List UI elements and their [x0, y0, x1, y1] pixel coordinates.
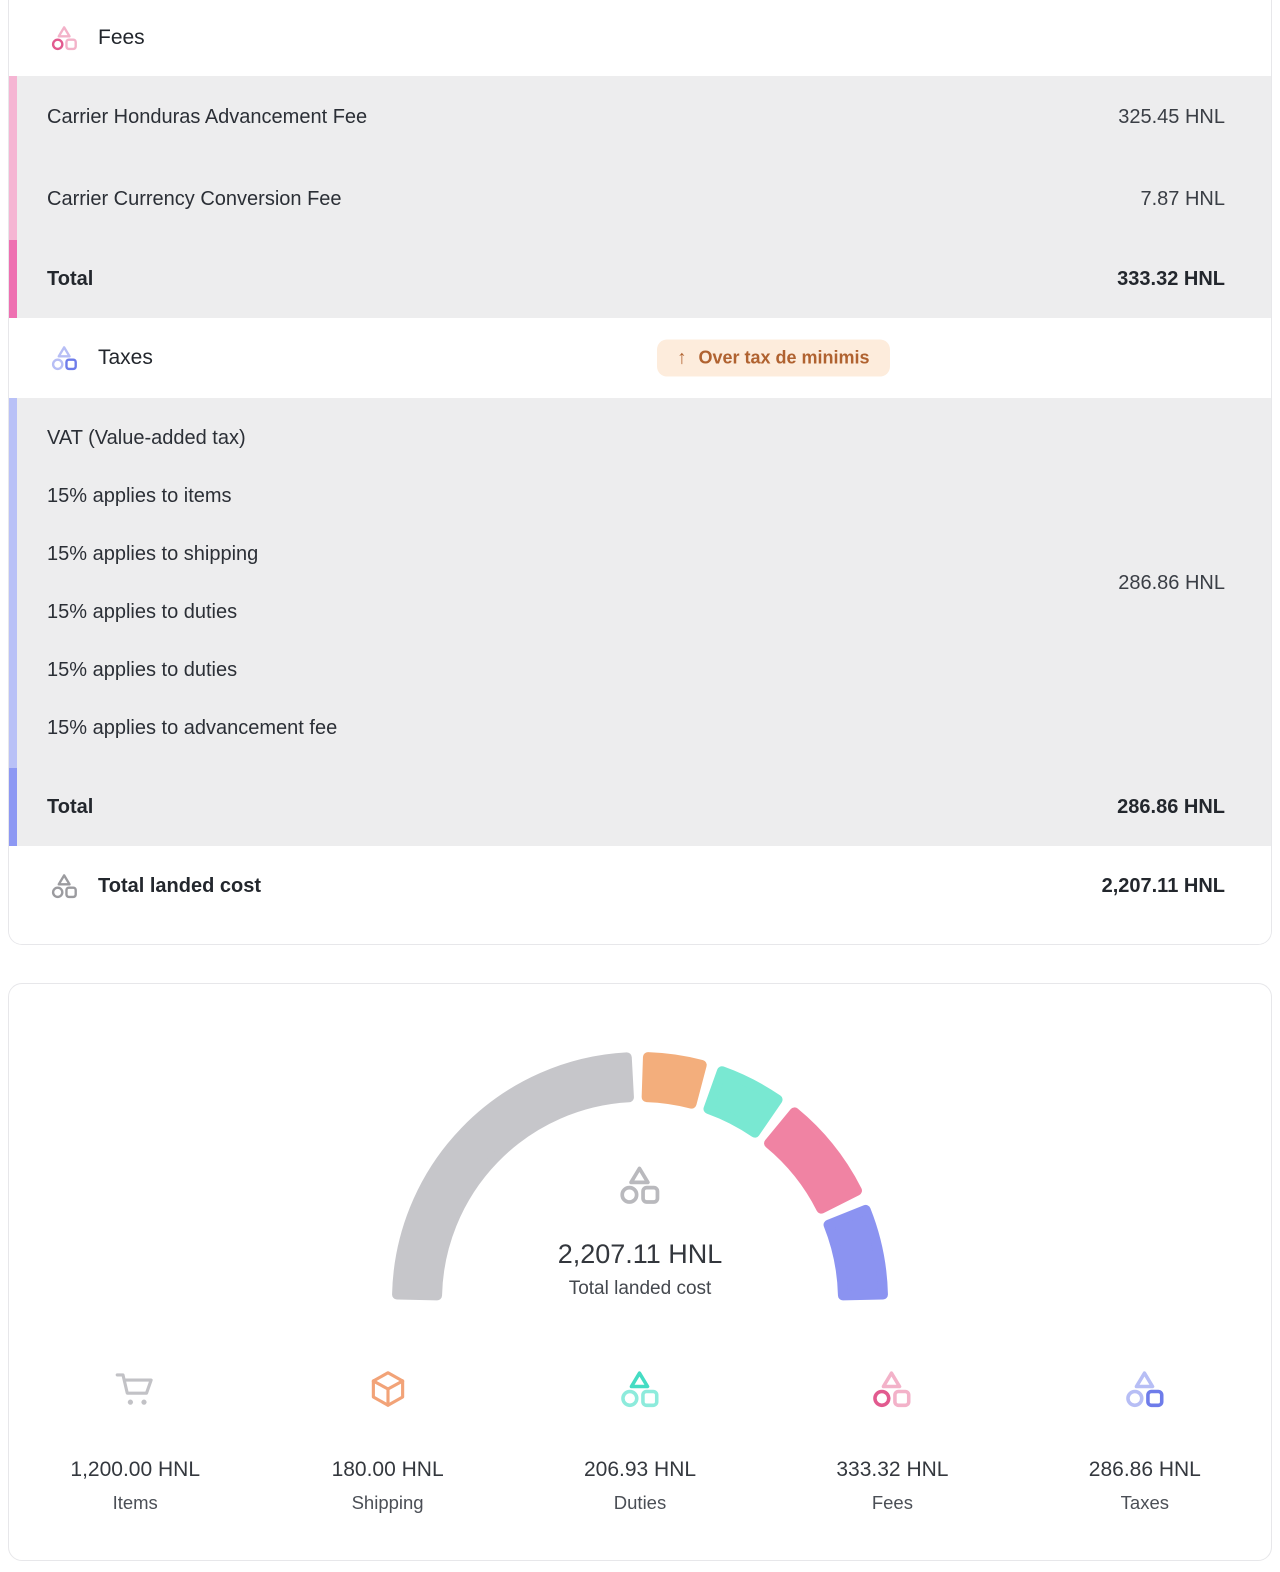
- taxes-total-accent-bar: [9, 768, 17, 846]
- duties-icon: [617, 1368, 663, 1410]
- breakdown-card: Fees Carrier Honduras Advancement Fee 32…: [8, 0, 1272, 945]
- vat-lines: VAT (Value-added tax) 15% applies to ite…: [47, 409, 337, 757]
- legend-item-shipping: 180.00 HNL Shipping: [261, 1368, 513, 1514]
- chart-card: 2,207.11 HNL Total landed cost 1,200.00 …: [8, 983, 1272, 1561]
- gauge-chart: 2,207.11 HNL Total landed cost: [9, 1048, 1271, 1310]
- taxes-section-header: Taxes ↑ Over tax de minimis: [9, 318, 1271, 398]
- total-landed-cost-icon: [49, 872, 80, 900]
- vat-line: 15% applies to advancement fee: [47, 717, 338, 739]
- taxes-section-title: Taxes: [98, 346, 153, 369]
- chart-legend: 1,200.00 HNL Items 180.00 HNL Shipping 2…: [9, 1368, 1271, 1514]
- fees-icon: [49, 24, 80, 52]
- taxes-icon: [1122, 1368, 1168, 1410]
- fees-total-row: Total 333.32 HNL: [9, 240, 1271, 318]
- legend-value: 286.86 HNL: [1088, 1458, 1201, 1481]
- fee-row-value: 7.87 HNL: [1140, 187, 1226, 210]
- over-de-minimis-badge: ↑ Over tax de minimis: [657, 339, 890, 377]
- legend-label: Duties: [613, 1492, 667, 1513]
- fees-section-title: Fees: [98, 26, 145, 49]
- fees-accent-bar: [9, 76, 17, 158]
- legend-item-items: 1,200.00 HNL Items: [9, 1368, 261, 1514]
- vat-line: 15% applies to shipping: [47, 543, 259, 565]
- gauge-svg: [392, 1052, 888, 1301]
- box-icon: [365, 1368, 411, 1410]
- total-landed-cost-value: 2,207.11 HNL: [1101, 874, 1225, 897]
- legend-item-duties: 206.93 HNL Duties: [514, 1368, 766, 1514]
- legend-label: Shipping: [351, 1492, 424, 1513]
- up-arrow-icon: ↑: [677, 347, 687, 369]
- fees-icon: [869, 1368, 915, 1410]
- vat-value: 286.86 HNL: [1118, 571, 1225, 594]
- fee-row-label: Carrier Honduras Advancement Fee: [47, 105, 368, 128]
- fee-row-advancement: Carrier Honduras Advancement Fee 325.45 …: [9, 76, 1271, 158]
- fees-accent-bar: [9, 158, 17, 240]
- vat-line: 15% applies to items: [47, 485, 232, 507]
- taxes-total-row: Total 286.86 HNL: [9, 768, 1271, 846]
- legend-value: 1,200.00 HNL: [70, 1458, 200, 1481]
- legend-value: 206.93 HNL: [583, 1458, 697, 1481]
- cart-icon: [112, 1368, 158, 1410]
- badge-text: Over tax de minimis: [698, 347, 870, 368]
- taxes-icon: [49, 344, 80, 372]
- fees-total-label: Total: [47, 267, 94, 290]
- legend-value: 333.32 HNL: [836, 1458, 949, 1481]
- vat-row: VAT (Value-added tax) 15% applies to ite…: [9, 398, 1271, 768]
- legend-label: Items: [112, 1492, 158, 1513]
- legend-label: Taxes: [1120, 1492, 1169, 1513]
- fees-rows: Carrier Honduras Advancement Fee 325.45 …: [9, 76, 1271, 318]
- legend-item-fees: 333.32 HNL Fees: [766, 1368, 1018, 1514]
- fees-total-accent-bar: [9, 240, 17, 318]
- taxes-total-value: 286.86 HNL: [1117, 795, 1225, 818]
- legend-label: Fees: [871, 1492, 913, 1513]
- vat-line: VAT (Value-added tax): [47, 427, 246, 449]
- taxes-accent-bar: [9, 398, 17, 768]
- fees-total-value: 333.32 HNL: [1117, 267, 1225, 290]
- total-landed-cost-label: Total landed cost: [98, 874, 261, 897]
- fee-row-value: 325.45 HNL: [1118, 105, 1225, 128]
- taxes-rows: VAT (Value-added tax) 15% applies to ite…: [9, 398, 1271, 846]
- legend-item-taxes: 286.86 HNL Taxes: [1019, 1368, 1271, 1514]
- fee-row-currency-conversion: Carrier Currency Conversion Fee 7.87 HNL: [9, 158, 1271, 240]
- vat-line: 15% applies to duties: [47, 601, 238, 623]
- fee-row-label: Carrier Currency Conversion Fee: [47, 187, 342, 210]
- vat-line: 15% applies to duties: [47, 659, 238, 681]
- total-landed-cost-row: Total landed cost 2,207.11 HNL: [9, 846, 1271, 944]
- fees-section-header: Fees: [9, 0, 1271, 76]
- legend-value: 180.00 HNL: [331, 1458, 444, 1481]
- taxes-total-label: Total: [47, 795, 94, 818]
